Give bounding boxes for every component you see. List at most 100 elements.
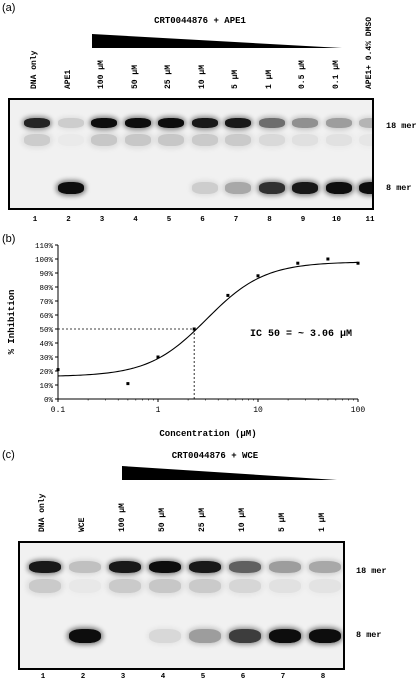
band-smear (158, 134, 184, 146)
band-18mer (57, 118, 84, 128)
lane-number: 8 (320, 673, 326, 681)
band-18mer (225, 118, 251, 128)
band-8mer (225, 182, 251, 194)
fit-curve (57, 261, 359, 377)
lane-number: 11 (365, 216, 375, 224)
lane-number: 5 (166, 216, 172, 224)
band-8mer (269, 629, 301, 643)
band-18mer (158, 118, 184, 128)
band-smear (359, 134, 372, 146)
lane-number: 4 (160, 673, 166, 681)
y-tick-label: 80% (39, 285, 53, 293)
panel-a-concentration-wedge (92, 34, 342, 48)
band-18mer (149, 561, 181, 573)
band-18mer (325, 118, 352, 128)
y-tick-label: 100% (35, 257, 54, 265)
panel-b-label: (b) (2, 233, 16, 245)
band-8mer (69, 629, 101, 643)
band-18mer (69, 561, 101, 573)
y-tick-label: 20% (39, 369, 53, 377)
lane-number: 10 (331, 216, 341, 224)
panel-a-8mer-label: 8 mer (386, 183, 412, 193)
band-smear (24, 134, 50, 146)
data-point (226, 293, 230, 297)
lane-label: 50 μM (130, 64, 140, 89)
data-point (192, 327, 196, 331)
band-8mer (359, 182, 372, 194)
band-8mer (191, 182, 218, 194)
panel-c-label: (c) (2, 449, 15, 461)
lane-number: 6 (240, 673, 246, 681)
x-tick-label: 0.1 (51, 406, 66, 415)
band-smear (229, 579, 261, 593)
y-tick-label: 40% (39, 341, 53, 349)
lane-number: 9 (300, 216, 306, 224)
lane-number: 7 (233, 216, 239, 224)
lane-label: 1 μM (318, 512, 327, 532)
data-point (126, 382, 130, 386)
band-18mer (91, 118, 117, 128)
band-8mer (229, 629, 261, 643)
band-18mer (189, 561, 221, 573)
lane-number: 5 (200, 673, 206, 681)
x-tick-label: 10 (253, 406, 263, 415)
band-smear (69, 579, 101, 593)
y-axis-label: % Inhibition (7, 290, 17, 355)
lane-number: 8 (267, 216, 272, 224)
lane-label: 1 μM (264, 69, 274, 89)
lane-label: 0.1 μM (331, 60, 341, 89)
band-8mer (292, 182, 318, 194)
lane-label: APE1+ 0.4% DMSO (365, 16, 374, 89)
panel-a-gel (8, 98, 374, 210)
band-18mer (109, 561, 141, 573)
lane-label: 10 μM (197, 64, 207, 89)
x-tick-label: 100 (351, 406, 366, 415)
band-18mer (191, 118, 218, 128)
panel-a-18mer-label: 18 mer (386, 121, 417, 131)
lane-label: DNA only (38, 493, 47, 532)
lane-label: 25 μM (164, 64, 173, 89)
lane-number: 2 (80, 673, 86, 681)
band-18mer (29, 561, 61, 573)
band-smear (309, 579, 341, 593)
y-tick-label: 60% (39, 313, 53, 321)
y-tick-label: 110% (35, 243, 54, 251)
lane-number: 6 (200, 216, 205, 224)
lane-label: 100 μM (118, 503, 127, 532)
panel-c-gel (18, 541, 345, 670)
lane-label: 10 μM (238, 507, 247, 532)
band-18mer (309, 561, 341, 573)
band-smear (149, 579, 181, 593)
lane-number: 7 (280, 673, 286, 681)
lane-label: 5 μM (278, 512, 287, 532)
band-8mer (325, 182, 352, 194)
band-8mer (258, 182, 285, 194)
data-point (156, 355, 160, 359)
panel-b-dose-response-chart: 0% 10% 20% 30% 40% 50% 60% 70% 80% 90% 100% 110% 0.… (7, 243, 366, 439)
lane-label: 25 μM (198, 507, 207, 532)
band-smear (325, 134, 352, 146)
band-smear (225, 134, 251, 146)
panel-c-18mer-label: 18 mer (356, 566, 387, 576)
band-18mer (359, 118, 372, 128)
panel-c-8mer-label: 8 mer (356, 630, 382, 640)
lane-number: 3 (120, 673, 126, 681)
panel-a-wedge-title: CRT0044876 + APE1 (154, 16, 246, 26)
y-tick-label: 30% (39, 355, 53, 363)
lane-number: 1 (32, 216, 38, 224)
band-smear (191, 134, 218, 146)
band-8mer (149, 629, 181, 643)
lane-label: DNA only (30, 50, 39, 89)
lane-label: 5 μM (231, 69, 240, 89)
panel-a-label: (a) (2, 2, 16, 14)
band-18mer (258, 118, 285, 128)
band-smear (258, 134, 285, 146)
band-smear (58, 134, 84, 146)
y-tick-label: 70% (39, 299, 53, 307)
band-smear (109, 579, 141, 593)
y-tick-label: 50% (39, 327, 53, 335)
panel-c-wedge-title: CRT0044876 + WCE (171, 451, 259, 461)
lane-label: 100 μM (97, 60, 106, 89)
data-point (356, 261, 360, 265)
data-point (56, 368, 60, 372)
